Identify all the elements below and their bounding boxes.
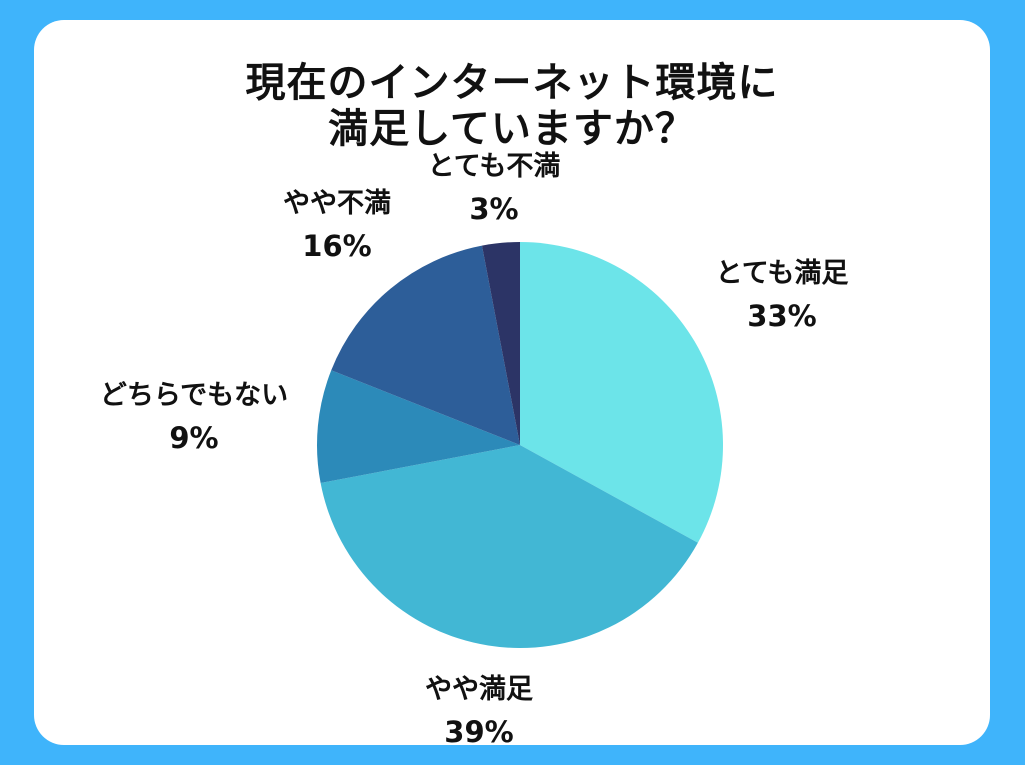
slice-label-neutral: どちらでもない	[100, 380, 288, 411]
chart-title-line-1: 現在のインターネット環境に	[245, 60, 779, 106]
slice-label-very-dissatisfied: とても不満	[428, 151, 561, 182]
slice-value-very-dissatisfied: 3%	[469, 192, 518, 226]
slice-label-somewhat-satisfied: やや満足	[425, 674, 533, 705]
pie-slice-neutral	[317, 370, 520, 484]
slice-value-somewhat-satisfied: 39%	[444, 715, 513, 745]
pie-slice-somewhat-dissatisfied	[331, 245, 520, 445]
slice-value-somewhat-dissatisfied: 16%	[302, 229, 371, 263]
pie-chart: とても満足 33% やや満足 39% どちらでもない 9% やや不満 16% とても不満 3%	[100, 151, 849, 745]
slice-label-very-satisfied: とても満足	[716, 258, 849, 289]
pie-slice-somewhat-satisfied	[320, 445, 698, 648]
chart-title-line-2: 満足していますか？	[328, 106, 696, 152]
slice-value-neutral: 9%	[169, 421, 218, 455]
slice-label-somewhat-dissatisfied: やや不満	[283, 188, 391, 219]
chart-card: 現在のインターネット環境に 満足していますか？ とても満足 33% やや満足 39% ど…	[34, 20, 990, 745]
slice-value-very-satisfied: 33%	[747, 299, 816, 333]
chart-title: 現在のインターネット環境に 満足していますか？	[34, 60, 990, 152]
pie-slice-very-dissatisfied	[481, 242, 520, 445]
pie-slice-very-satisfied	[520, 242, 724, 543]
